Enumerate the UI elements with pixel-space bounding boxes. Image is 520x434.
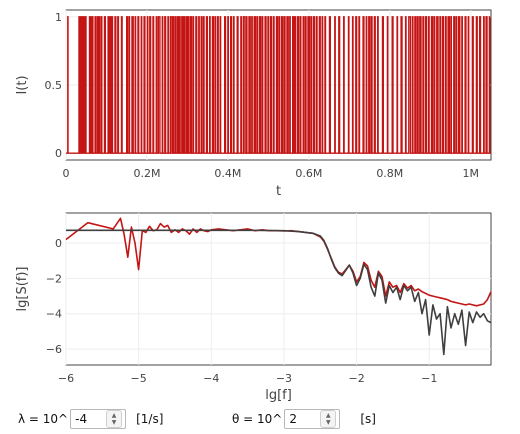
lambda-value[interactable]: -4 [75, 412, 88, 426]
telegraph-signal-chart: 0 0.2M 0.4M 0.6M 0.8M 1M 0 0.5 1 t I(t) [15, 9, 492, 199]
plot-area [65, 212, 492, 366]
tick-labels: 0 0.2M 0.4M 0.6M 0.8M 1M 0 0.5 1 [45, 11, 480, 180]
y-tick-label: 1 [55, 11, 62, 24]
x-tick-label: 0 [63, 167, 70, 180]
x-tick-label: 0.4M [214, 167, 241, 180]
x-axis-label: lg[f] [265, 388, 292, 403]
y-tick-label: −6 [46, 343, 62, 356]
x-axis-label: t [276, 184, 281, 199]
y-tick-label: 0.5 [45, 79, 63, 92]
lambda-label: λ = 10^ [18, 412, 69, 426]
y-tick-label: 0 [55, 147, 62, 160]
y-axis-label: I(t) [15, 75, 30, 94]
stepper-up-icon[interactable]: ▲ [111, 412, 117, 419]
x-tick-label: −2 [348, 372, 364, 385]
y-axis-label: lg[S(f)] [15, 267, 30, 312]
theoretical-spectrum-line [66, 229, 492, 356]
signal-series [66, 16, 491, 154]
theta-unit: [s] [360, 412, 376, 426]
x-tick-label: −3 [276, 372, 292, 385]
theta-control: θ = 10^ 2 ▲ ▼ [s] [232, 409, 376, 429]
signal-line [66, 16, 491, 154]
stepper-down-icon[interactable]: ▼ [111, 419, 117, 426]
x-tick-label: −4 [203, 372, 219, 385]
theta-label: θ = 10^ [232, 412, 283, 426]
theta-input[interactable]: 2 ▲ ▼ [284, 409, 341, 429]
power-spectrum-chart: −6 −5 −4 −3 −2 −1 −6 −4 −2 0 lg[f] lg[S(f)] [15, 212, 492, 403]
lambda-control: λ = 10^ -4 ▲ ▼ [1/s] [18, 409, 163, 429]
tick-labels: −6 −5 −4 −3 −2 −1 −6 −4 −2 0 [46, 237, 438, 385]
theta-stepper[interactable]: ▲ ▼ [320, 410, 337, 428]
x-tick-label: −5 [131, 372, 147, 385]
theta-value[interactable]: 2 [289, 412, 297, 426]
x-tick-label: −1 [421, 372, 437, 385]
spectrum-series [65, 217, 492, 356]
grid [65, 213, 491, 365]
y-tick-label: −4 [46, 308, 62, 321]
x-tick-label: 1M [463, 167, 480, 180]
stepper-up-icon[interactable]: ▲ [326, 412, 331, 419]
stepper-down-icon[interactable]: ▼ [326, 419, 331, 426]
x-tick-label: 0.6M [295, 167, 322, 180]
y-tick-label: −2 [46, 272, 62, 285]
lambda-input[interactable]: -4 ▲ ▼ [70, 409, 127, 429]
y-tick-label: 0 [55, 237, 62, 250]
x-tick-label: 0.2M [133, 167, 160, 180]
lambda-stepper[interactable]: ▲ ▼ [106, 410, 123, 428]
x-tick-label: 0.8M [376, 167, 403, 180]
parameter-controls: λ = 10^ -4 ▲ ▼ [1/s] θ = 10^ 2 ▲ ▼ [s] [0, 407, 520, 434]
lambda-unit: [1/s] [136, 412, 164, 426]
x-tick-label: −6 [58, 372, 74, 385]
